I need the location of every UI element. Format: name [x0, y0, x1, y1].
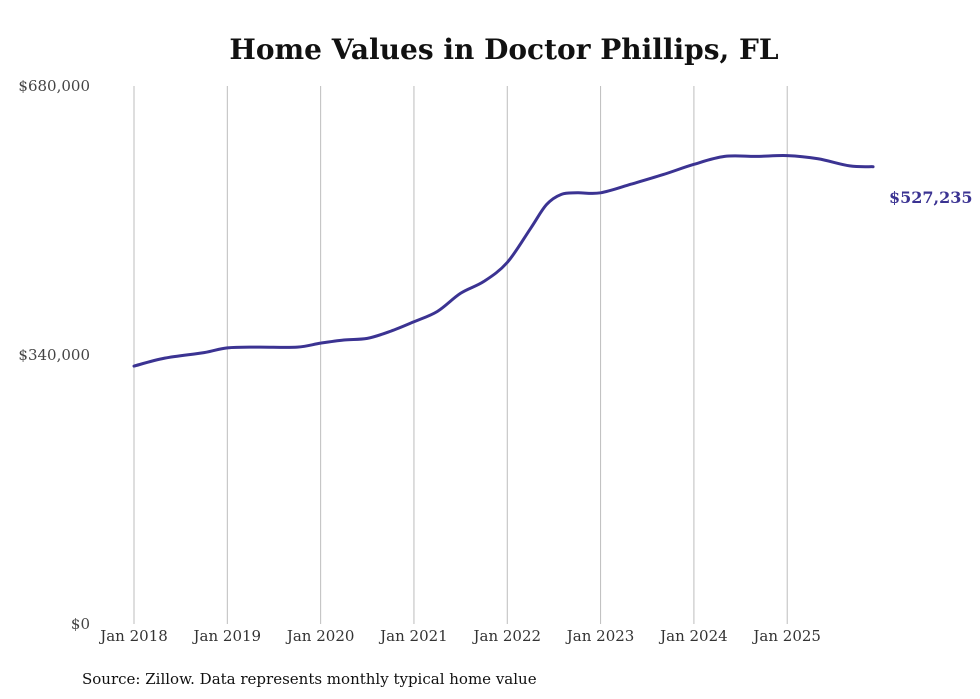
- x-tick-label: Jan 2018: [98, 627, 168, 645]
- gridlines: [133, 86, 788, 624]
- chart-title: Home Values in Doctor Phillips, FL: [229, 33, 778, 66]
- series-line: [132, 154, 875, 368]
- x-tick-label: Jan 2022: [471, 627, 541, 645]
- x-tick-label: Jan 2020: [285, 627, 355, 645]
- latest-value-label: $527,235: [889, 188, 973, 207]
- y-tick-label: $340,000: [18, 346, 90, 364]
- x-axis-ticks: Jan 2018 Jan 2019 Jan 2020 Jan 2021 Jan 2022…: [98, 627, 821, 645]
- x-tick-label: Jan 2025: [751, 627, 821, 645]
- x-tick-label: Jan 2023: [565, 627, 635, 645]
- x-tick-label: Jan 2021: [378, 627, 448, 645]
- y-tick-label: $0: [71, 615, 90, 633]
- series-layer: [132, 154, 875, 368]
- y-tick-label: $680,000: [18, 77, 90, 95]
- x-tick-label: Jan 2019: [192, 627, 262, 645]
- y-axis-ticks: $0 $340,000 $680,000: [18, 77, 90, 633]
- x-tick-label: Jan 2024: [658, 627, 728, 645]
- source-note: Source: Zillow. Data represents monthly …: [82, 670, 537, 688]
